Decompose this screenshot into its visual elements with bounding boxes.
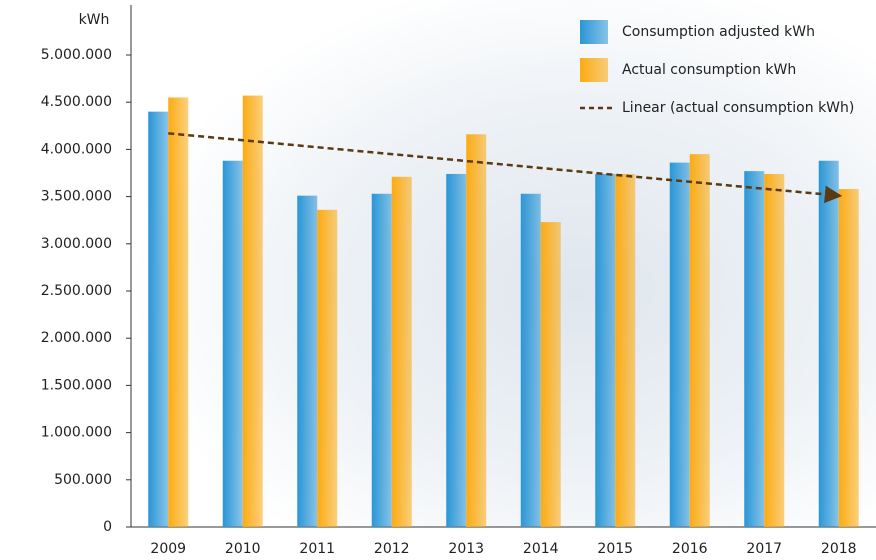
bar: [764, 173, 785, 527]
y-tick-label: 5.000.000: [41, 47, 112, 63]
y-tick-label: 1.000.000: [41, 425, 112, 441]
bar: [446, 173, 467, 527]
y-tick-label: 1.500.000: [41, 377, 112, 393]
bar: [391, 176, 412, 527]
trend-line: [168, 132, 843, 204]
bar: [595, 173, 616, 527]
x-tick-label: 2010: [225, 541, 261, 557]
bar: [689, 154, 710, 527]
x-tick-label: 2015: [597, 541, 633, 557]
bar: [540, 222, 561, 527]
x-tick-label: 2016: [672, 541, 708, 557]
y-tick-label: 0: [103, 519, 112, 535]
bar: [466, 134, 487, 527]
bar: [317, 209, 338, 528]
y-tick-label: 4.500.000: [41, 94, 112, 110]
x-tick-label: 2013: [448, 541, 484, 557]
bar: [168, 97, 189, 527]
bar: [744, 171, 765, 527]
bar: [242, 95, 263, 527]
bar: [838, 189, 859, 527]
y-tick-label: 3.000.000: [41, 236, 112, 252]
bar: [615, 173, 636, 527]
y-tick-label: 2.500.000: [41, 283, 112, 299]
bar: [371, 193, 392, 527]
x-tick-label: 2017: [746, 541, 782, 557]
bar: [222, 160, 243, 527]
y-tick-label: 2.000.000: [41, 330, 112, 346]
legend-label: Actual consumption kWh: [622, 62, 796, 78]
y-tick-label: 500.000: [54, 472, 112, 488]
bar: [669, 162, 690, 527]
y-axis-label: kWh: [79, 12, 110, 28]
bar: [818, 160, 839, 527]
x-tick-label: 2018: [821, 541, 857, 557]
y-tick-label: 3.500.000: [41, 189, 112, 205]
legend-label: Linear (actual consumption kWh): [622, 100, 854, 116]
x-tick-label: 2009: [150, 541, 186, 557]
legend-swatch: [580, 58, 608, 82]
x-tick-label: 2011: [299, 541, 335, 557]
legend-swatch: [580, 20, 608, 44]
bar: [297, 195, 318, 527]
bar: [520, 193, 541, 527]
y-tick-label: 4.000.000: [41, 141, 112, 157]
x-tick-label: 2014: [523, 541, 559, 557]
x-tick-label: 2012: [374, 541, 410, 557]
legend-label: Consumption adjusted kWh: [622, 24, 815, 40]
bar: [148, 111, 169, 527]
